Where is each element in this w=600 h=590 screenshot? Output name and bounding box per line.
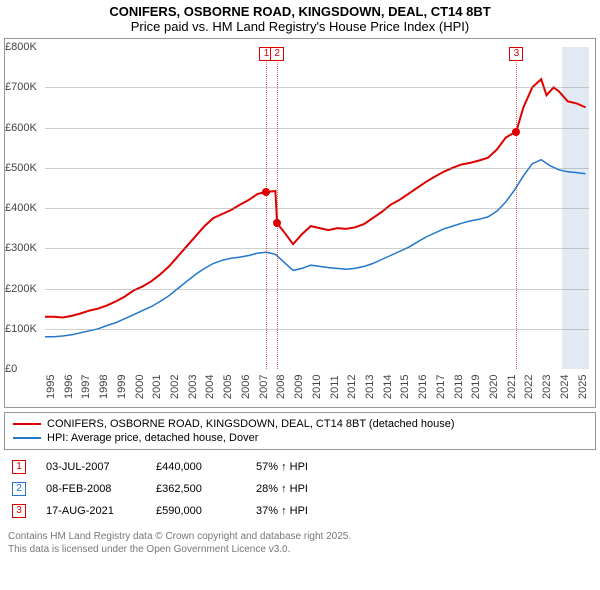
x-axis-label: 2006 — [240, 375, 246, 399]
y-axis-label: £200K — [5, 283, 37, 295]
x-axis-label: 1997 — [80, 375, 86, 399]
y-axis-label: £100K — [5, 323, 37, 335]
x-axis-label: 2022 — [523, 375, 529, 399]
legend-label: HPI: Average price, detached house, Dove… — [47, 432, 258, 444]
x-axis-label: 2014 — [382, 375, 388, 399]
event-row: 3 17-AUG-2021 £590,000 37% ↑ HPI — [4, 500, 596, 522]
x-axis-label: 2008 — [275, 375, 281, 399]
x-axis-label: 2004 — [204, 375, 210, 399]
x-axis-label: 2010 — [311, 375, 317, 399]
legend: CONIFERS, OSBORNE ROAD, KINGSDOWN, DEAL,… — [4, 412, 596, 450]
x-axis-label: 2005 — [222, 375, 228, 399]
event-point — [512, 128, 520, 136]
footer-line: Contains HM Land Registry data © Crown c… — [8, 530, 592, 543]
x-axis-label: 2009 — [293, 375, 299, 399]
x-axis-label: 1995 — [45, 375, 51, 399]
gridline — [45, 168, 589, 169]
legend-label: CONIFERS, OSBORNE ROAD, KINGSDOWN, DEAL,… — [47, 418, 455, 430]
event-id-box: 3 — [12, 504, 26, 518]
chart-area: 123 £0£100K£200K£300K£400K£500K£600K£700… — [4, 38, 596, 408]
event-date: 08-FEB-2008 — [46, 483, 136, 495]
x-axis-label: 2011 — [329, 375, 335, 399]
event-delta: 57% ↑ HPI — [256, 461, 308, 473]
x-axis-label: 1999 — [116, 375, 122, 399]
x-axis-label: 2019 — [470, 375, 476, 399]
event-price: £362,500 — [156, 483, 236, 495]
legend-swatch — [13, 437, 41, 439]
x-axis-label: 2015 — [399, 375, 405, 399]
x-axis-label: 2020 — [488, 375, 494, 399]
events-table: 1 03-JUL-2007 £440,000 57% ↑ HPI 2 08-FEB-200… — [4, 456, 596, 522]
plot-region: 123 — [45, 47, 589, 369]
event-price: £440,000 — [156, 461, 236, 473]
x-axis-label: 2017 — [435, 375, 441, 399]
event-id-box: 2 — [12, 482, 26, 496]
x-axis-label: 2018 — [453, 375, 459, 399]
y-axis-label: £700K — [5, 81, 37, 93]
legend-swatch — [13, 423, 41, 425]
event-point — [262, 188, 270, 196]
x-axis-label: 2002 — [169, 375, 175, 399]
gridline — [45, 128, 589, 129]
x-axis-label: 2025 — [577, 375, 583, 399]
gridline — [45, 248, 589, 249]
legend-item: HPI: Average price, detached house, Dove… — [13, 431, 587, 445]
chart-container: CONIFERS, OSBORNE ROAD, KINGSDOWN, DEAL,… — [0, 0, 600, 560]
y-axis-label: £600K — [5, 122, 37, 134]
event-marker: 2 — [270, 47, 284, 61]
y-axis-label: £300K — [5, 242, 37, 254]
gridline — [45, 289, 589, 290]
series-line — [45, 79, 586, 317]
x-axis-label: 2021 — [506, 375, 512, 399]
x-axis-label: 1998 — [98, 375, 104, 399]
x-axis-label: 2013 — [364, 375, 370, 399]
event-date: 17-AUG-2021 — [46, 505, 136, 517]
y-axis-label: £0 — [5, 363, 17, 375]
x-axis-label: 2000 — [134, 375, 140, 399]
y-axis-label: £800K — [5, 41, 37, 53]
event-price: £590,000 — [156, 505, 236, 517]
title-block: CONIFERS, OSBORNE ROAD, KINGSDOWN, DEAL,… — [4, 4, 596, 34]
chart-title: CONIFERS, OSBORNE ROAD, KINGSDOWN, DEAL,… — [4, 4, 596, 19]
x-axis-label: 2007 — [258, 375, 264, 399]
x-axis-label: 2001 — [151, 375, 157, 399]
x-axis-label: 2012 — [346, 375, 352, 399]
legend-item: CONIFERS, OSBORNE ROAD, KINGSDOWN, DEAL,… — [13, 417, 587, 431]
y-axis-label: £400K — [5, 202, 37, 214]
gridline — [45, 329, 589, 330]
event-vline — [516, 47, 517, 369]
x-axis-label: 2024 — [559, 375, 565, 399]
attribution-footer: Contains HM Land Registry data © Crown c… — [4, 530, 596, 556]
event-vline — [266, 47, 267, 369]
gridline — [45, 87, 589, 88]
footer-line: This data is licensed under the Open Gov… — [8, 543, 592, 556]
event-marker: 3 — [509, 47, 523, 61]
x-axis-label: 2003 — [187, 375, 193, 399]
y-axis-label: £500K — [5, 162, 37, 174]
event-date: 03-JUL-2007 — [46, 461, 136, 473]
chart-subtitle: Price paid vs. HM Land Registry's House … — [4, 19, 596, 34]
x-axis-label: 2016 — [417, 375, 423, 399]
gridline — [45, 208, 589, 209]
event-row: 1 03-JUL-2007 £440,000 57% ↑ HPI — [4, 456, 596, 478]
x-axis-label: 2023 — [541, 375, 547, 399]
event-row: 2 08-FEB-2008 £362,500 28% ↑ HPI — [4, 478, 596, 500]
event-id-box: 1 — [12, 460, 26, 474]
event-point — [273, 219, 281, 227]
event-delta: 37% ↑ HPI — [256, 505, 308, 517]
event-vline — [277, 47, 278, 369]
x-axis-label: 1996 — [63, 375, 69, 399]
event-delta: 28% ↑ HPI — [256, 483, 308, 495]
